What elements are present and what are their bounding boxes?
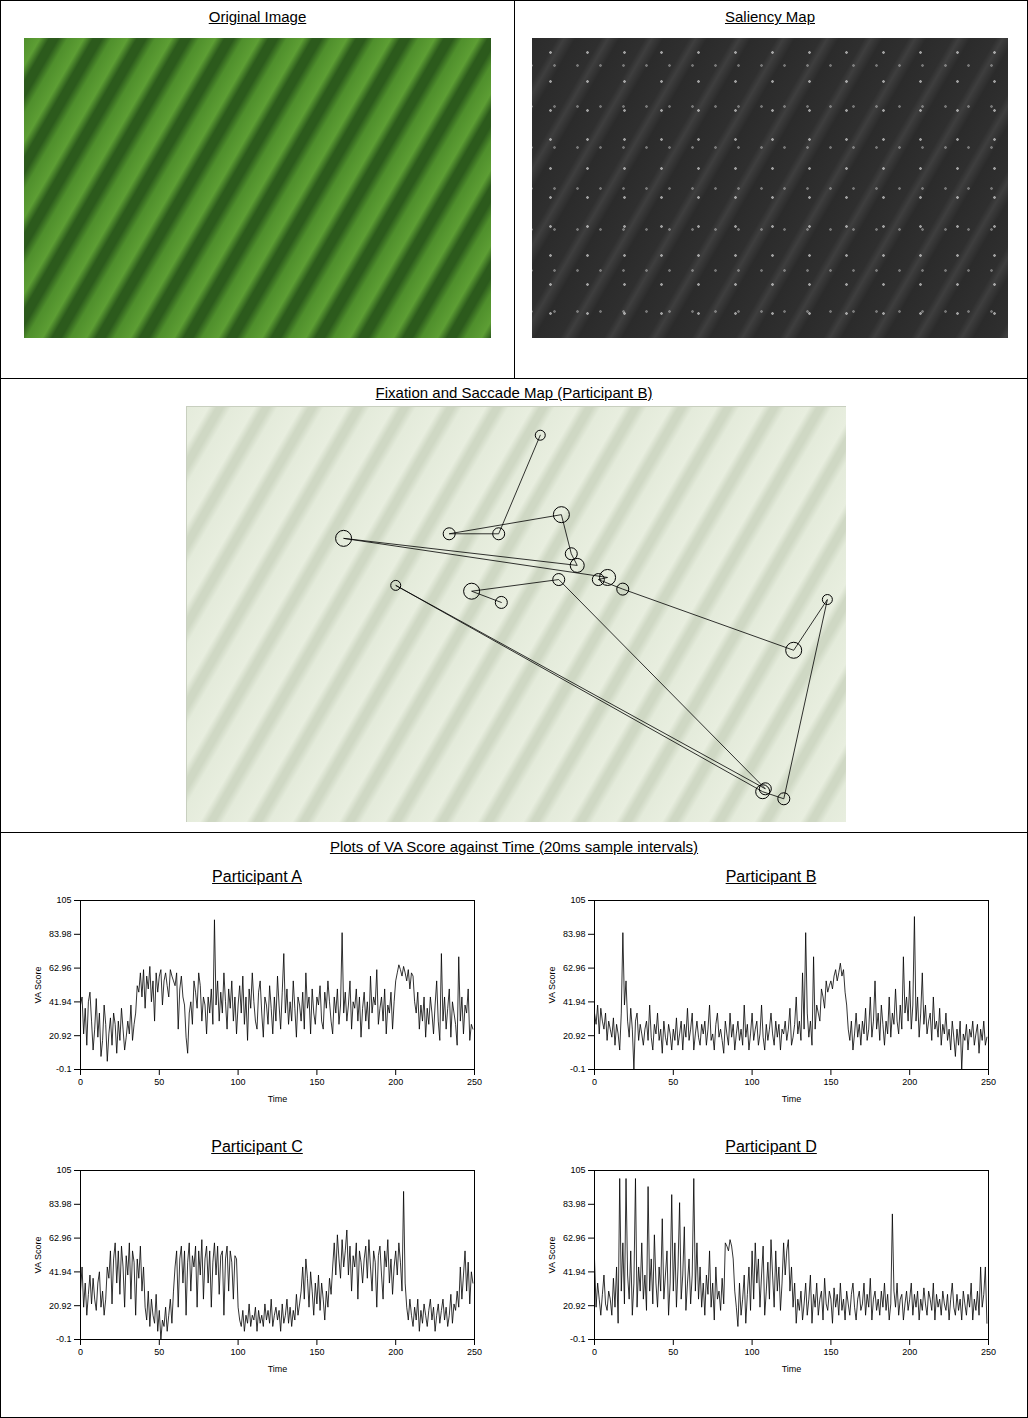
svg-text:83.98: 83.98 — [49, 929, 72, 939]
svg-text:50: 50 — [154, 1077, 164, 1087]
svg-text:62.96: 62.96 — [563, 963, 586, 973]
html-text:Original Image: Original Image — [208, 8, 307, 25]
svg-text:20.92: 20.92 — [563, 1031, 586, 1041]
svg-text:83.98: 83.98 — [563, 1199, 586, 1209]
svg-text:Time: Time — [268, 1364, 288, 1374]
svg-text:200: 200 — [902, 1077, 917, 1087]
svg-text:250: 250 — [467, 1347, 482, 1357]
svg-text:50: 50 — [668, 1347, 678, 1357]
svg-text:250: 250 — [981, 1077, 996, 1087]
svg-text:0: 0 — [592, 1347, 597, 1357]
svg-text:VA Score: VA Score — [33, 967, 43, 1004]
svg-text:83.98: 83.98 — [49, 1199, 72, 1209]
svg-text:105: 105 — [570, 1165, 585, 1175]
svg-text:250: 250 — [981, 1347, 996, 1357]
svg-text:100: 100 — [231, 1347, 246, 1357]
svg-text:83.98: 83.98 — [563, 929, 586, 939]
svg-text:20.92: 20.92 — [49, 1301, 72, 1311]
svg-text:105: 105 — [56, 1165, 71, 1175]
html-text:Participant A: Participant A — [212, 868, 302, 885]
html-text:Participant B: Participant B — [725, 868, 817, 885]
svg-text:VA Score: VA Score — [33, 1237, 43, 1274]
html-text:Fixation and Saccade Map (Part: Fixation and Saccade Map (Participant B) — [375, 384, 653, 401]
svg-text:41.94: 41.94 — [49, 1267, 72, 1277]
svg-text:VA Score: VA Score — [547, 967, 557, 1004]
svg-text:41.94: 41.94 — [563, 997, 586, 1007]
html-text:Saliency Map: Saliency Map — [725, 8, 815, 25]
svg-text:150: 150 — [309, 1347, 324, 1357]
svg-text:Time: Time — [782, 1364, 802, 1374]
svg-text:VA Score: VA Score — [547, 1237, 557, 1274]
svg-text:0: 0 — [592, 1077, 597, 1087]
svg-text:200: 200 — [902, 1347, 917, 1357]
svg-text:41.94: 41.94 — [563, 1267, 586, 1277]
svg-text:250: 250 — [467, 1077, 482, 1087]
svg-text:150: 150 — [309, 1077, 324, 1087]
svg-text:150: 150 — [823, 1077, 838, 1087]
svg-text:100: 100 — [231, 1077, 246, 1087]
svg-text:-0.1: -0.1 — [56, 1064, 72, 1074]
svg-text:200: 200 — [388, 1077, 403, 1087]
svg-text:Time: Time — [782, 1094, 802, 1104]
svg-text:62.96: 62.96 — [49, 1233, 72, 1243]
svg-text:150: 150 — [823, 1347, 838, 1357]
svg-text:20.92: 20.92 — [563, 1301, 586, 1311]
svg-text:-0.1: -0.1 — [570, 1064, 586, 1074]
svg-text:0: 0 — [78, 1077, 83, 1087]
html-text:Participant D: Participant D — [725, 1138, 817, 1155]
svg-text:20.92: 20.92 — [49, 1031, 72, 1041]
svg-text:105: 105 — [56, 895, 71, 905]
svg-text:41.94: 41.94 — [49, 997, 72, 1007]
svg-text:-0.1: -0.1 — [56, 1334, 72, 1344]
svg-text:-0.1: -0.1 — [570, 1334, 586, 1344]
svg-text:0: 0 — [78, 1347, 83, 1357]
svg-text:62.96: 62.96 — [49, 963, 72, 973]
svg-text:Time: Time — [268, 1094, 288, 1104]
svg-text:105: 105 — [570, 895, 585, 905]
html-text:Participant C: Participant C — [211, 1138, 303, 1155]
html-text:Plots of VA Score against Time: Plots of VA Score against Time (20ms sam… — [329, 838, 699, 855]
svg-text:62.96: 62.96 — [563, 1233, 586, 1243]
svg-text:50: 50 — [668, 1077, 678, 1087]
svg-text:200: 200 — [388, 1347, 403, 1357]
svg-text:50: 50 — [154, 1347, 164, 1357]
svg-text:100: 100 — [745, 1347, 760, 1357]
svg-text:100: 100 — [745, 1077, 760, 1087]
